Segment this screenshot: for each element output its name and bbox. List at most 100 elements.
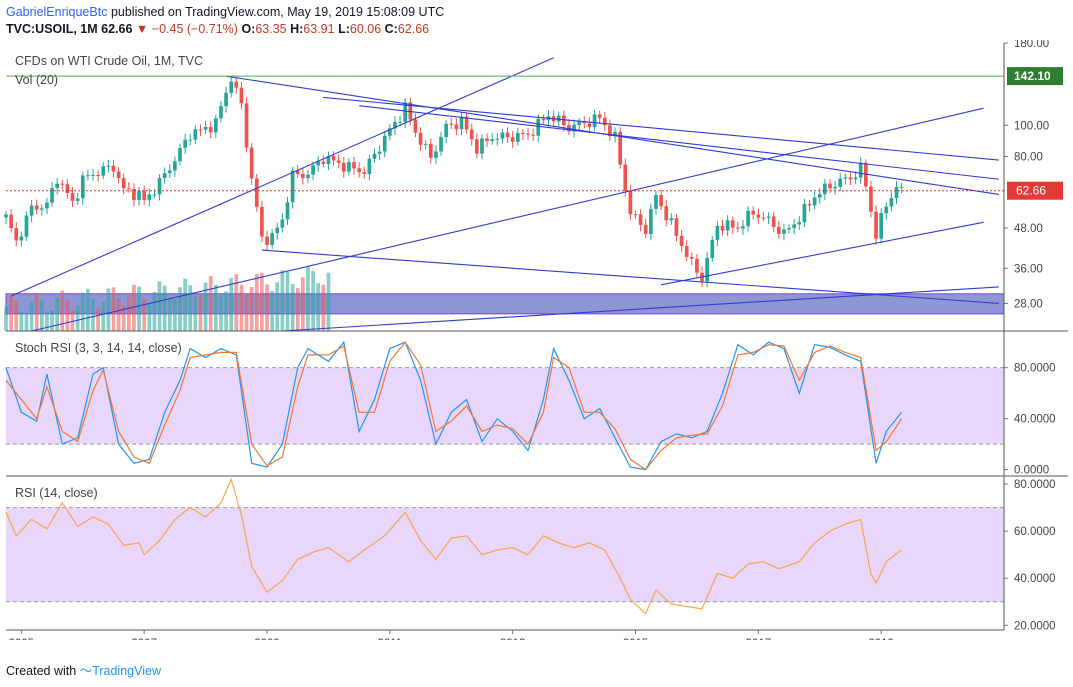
series-line-k <box>5 340 903 471</box>
candle-body <box>515 132 520 142</box>
volume-bar <box>65 299 70 331</box>
candle-body <box>331 155 336 161</box>
candle-body <box>311 165 315 175</box>
candle-body <box>587 123 592 128</box>
volume-bar <box>234 274 239 331</box>
time-tick-label: 2017 <box>746 638 772 640</box>
osc-tick-label: 40.0000 <box>1014 573 1056 585</box>
candle-body <box>321 161 326 164</box>
ohlc-l-label: L: <box>338 22 350 36</box>
candle-body <box>439 137 443 152</box>
candle-body <box>65 184 70 194</box>
candle-body <box>771 216 776 227</box>
ohlc-c-label: C: <box>384 22 398 36</box>
volume-bar <box>111 287 116 331</box>
candle-body <box>116 171 121 179</box>
volume-bar <box>14 300 19 331</box>
level-badge <box>1007 67 1063 86</box>
candle-body <box>382 135 387 152</box>
candle-body <box>684 246 689 258</box>
candle-body <box>628 190 633 215</box>
candle-body <box>408 102 413 120</box>
volume-bar <box>203 282 208 331</box>
candle-body <box>695 258 699 273</box>
candle-body <box>19 236 24 241</box>
chart-frame <box>6 43 1068 631</box>
volume-bar <box>126 296 131 331</box>
candle-body <box>751 210 756 215</box>
candle-body <box>649 208 653 235</box>
volume-bar <box>249 286 254 331</box>
candle-body <box>853 177 858 180</box>
candle-body <box>469 129 474 140</box>
osc-tick-label: 20.0000 <box>1014 620 1056 632</box>
osc-tick-label: 60.0000 <box>1014 526 1056 538</box>
volume-bar <box>91 299 95 331</box>
ohlc-low: 60.06 <box>349 22 382 36</box>
stoch-rsi-pane[interactable]: 80.0000 40.0000 0.0000 Stoch RSI (3, 3, 14,… <box>5 340 1056 477</box>
chart-canvas[interactable]: CFDs on WTI Crude Oil, 1M, TVC Vol (20) 18… <box>0 40 1073 640</box>
candle-body <box>797 222 802 225</box>
volume-bar <box>60 290 65 331</box>
candle-body <box>761 217 766 219</box>
candle-body <box>423 143 428 145</box>
candle-body <box>362 172 367 175</box>
volume-bar <box>96 307 100 331</box>
candle-body <box>787 228 791 230</box>
candle-body <box>137 190 141 201</box>
author-link[interactable]: GabrielEnriqueBtc <box>6 5 108 19</box>
candle-body <box>275 227 280 234</box>
rsi-pane[interactable]: 80.0000 60.0000 40.0000 20.0000 RSI (14, clo… <box>5 477 1056 632</box>
volume-bar <box>254 273 259 331</box>
candle-body <box>347 162 351 172</box>
candle-body <box>623 164 628 191</box>
trendline-7 <box>660 221 984 286</box>
price-pane[interactable]: CFDs on WTI Crude Oil, 1M, TVC Vol (20) 18… <box>4 40 1063 332</box>
candle-body <box>843 177 848 179</box>
volume-bar <box>24 313 29 331</box>
symbol-name: TVC:USOIL, 1M <box>6 22 98 36</box>
time-tick-label: 2019 <box>868 638 894 640</box>
candle-body <box>403 102 408 122</box>
volume-bar <box>142 298 147 331</box>
volume-bar <box>121 305 126 331</box>
candle-body <box>173 161 177 171</box>
candle-body <box>367 158 372 175</box>
ohlc-o-label: O: <box>241 22 256 36</box>
candle-body <box>490 139 495 141</box>
volume-bar <box>229 278 234 331</box>
time-tick-label: 2013 <box>500 638 526 640</box>
candle-body <box>285 202 290 220</box>
volume-bar <box>106 288 111 331</box>
volume-bar <box>224 291 228 331</box>
candle-body <box>336 160 341 163</box>
price-tick-label: 28.00 <box>1014 298 1043 310</box>
candle-body <box>531 134 535 136</box>
trendline-8 <box>282 286 999 332</box>
candle-body <box>823 183 827 195</box>
volume-bar <box>147 302 152 331</box>
volume-bar <box>193 296 198 331</box>
tradingview-brand[interactable]: TradingView <box>92 664 161 678</box>
candle-body <box>659 194 663 207</box>
volume-bar <box>70 309 75 331</box>
candle-body <box>510 137 515 142</box>
candle-body <box>582 121 587 124</box>
time-axis[interactable]: 2005 2007 2009 2011 2013 2015 2017 2019 <box>9 630 894 640</box>
candle-body <box>224 92 228 107</box>
candle-body <box>393 121 397 129</box>
candle-body <box>352 162 356 169</box>
candle-body <box>167 170 172 174</box>
candle-body <box>536 118 541 136</box>
candle-body <box>746 210 750 227</box>
candle-body <box>142 190 147 201</box>
candle-body <box>9 214 13 229</box>
volume-label: Vol (20) <box>15 73 58 87</box>
volume-bar <box>285 271 290 331</box>
candle-body <box>817 194 822 198</box>
candle-body <box>577 121 582 125</box>
candle-body <box>413 119 418 133</box>
candle-body <box>485 138 489 141</box>
time-tick-label: 2009 <box>254 638 280 640</box>
last-price: 62.66 <box>101 22 133 36</box>
